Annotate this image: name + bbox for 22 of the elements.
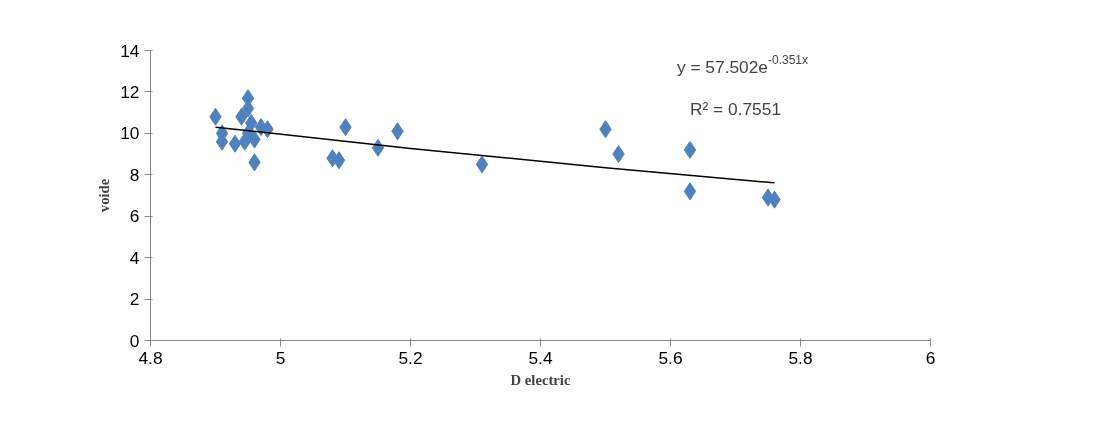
- y-tick-label: 8: [129, 164, 140, 185]
- y-tick-label: 10: [120, 123, 140, 144]
- point: [475, 155, 489, 174]
- x-tick-label: 5.4: [528, 347, 553, 368]
- x-tick-label: 5.8: [788, 347, 813, 368]
- y-tick-label: 4: [129, 247, 140, 268]
- x-tick-label: 5.6: [658, 347, 683, 368]
- y-tick-label: 14: [120, 40, 140, 61]
- annotation: R² = 0.7551: [689, 98, 782, 119]
- point: [683, 182, 697, 201]
- point: [228, 134, 242, 153]
- point: [683, 140, 697, 159]
- y-axis-title: voide: [96, 178, 113, 213]
- x-tick-label: 5.2: [398, 347, 423, 368]
- x-axis-title: D electric: [510, 371, 571, 388]
- y-tick-label: 2: [129, 289, 140, 310]
- x-tick-label: 6: [925, 347, 936, 368]
- y-tick-label: 12: [120, 81, 140, 102]
- x-tick-label: 5: [275, 347, 286, 368]
- y-tick-label: 6: [129, 206, 140, 227]
- x-tick-label: 4.8: [138, 347, 163, 368]
- y-tick-label: 0: [129, 330, 140, 351]
